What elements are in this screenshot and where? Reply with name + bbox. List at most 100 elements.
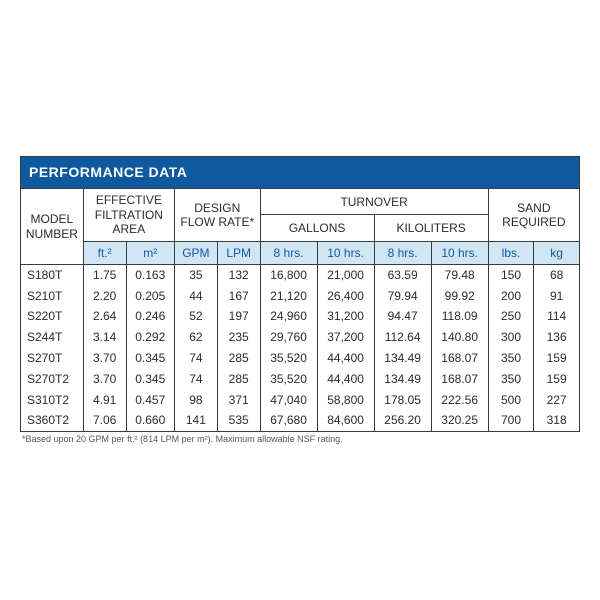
cell-k10: 140.80 — [431, 327, 488, 348]
cell-model: S210T — [21, 286, 84, 307]
cell-lbs: 500 — [488, 390, 534, 411]
cell-kg: 136 — [534, 327, 580, 348]
cell-gpm: 52 — [174, 306, 217, 327]
cell-gpm: 98 — [174, 390, 217, 411]
cell-g8: 24,960 — [260, 306, 317, 327]
unit-m2: m² — [126, 241, 174, 264]
cell-m2: 0.246 — [126, 306, 174, 327]
performance-table-container: PERFORMANCE DATA MODEL NUMBER EFFECTIVE … — [20, 156, 580, 445]
cell-gpm: 62 — [174, 327, 217, 348]
cell-k10: 168.07 — [431, 369, 488, 390]
cell-g10: 31,200 — [317, 306, 374, 327]
cell-kg: 159 — [534, 348, 580, 369]
cell-m2: 0.345 — [126, 348, 174, 369]
cell-k10: 99.92 — [431, 286, 488, 307]
cell-gpm: 74 — [174, 348, 217, 369]
cell-ft2: 2.64 — [83, 306, 126, 327]
cell-g10: 26,400 — [317, 286, 374, 307]
unit-k8: 8 hrs. — [374, 241, 431, 264]
header-turnover: TURNOVER — [260, 189, 488, 215]
cell-ft2: 3.70 — [83, 348, 126, 369]
header-model: MODEL NUMBER — [21, 189, 84, 265]
cell-gpm: 141 — [174, 410, 217, 431]
header-row-1: MODEL NUMBER EFFECTIVE FILTRATION AREA D… — [21, 189, 580, 215]
cell-m2: 0.457 — [126, 390, 174, 411]
cell-g10: 58,800 — [317, 390, 374, 411]
cell-kg: 159 — [534, 369, 580, 390]
table-body: S180T1.750.1633513216,80021,00063.5979.4… — [21, 264, 580, 431]
unit-ft2: ft.² — [83, 241, 126, 264]
cell-lpm: 285 — [217, 369, 260, 390]
table-row: S220T2.640.2465219724,96031,20094.47118.… — [21, 306, 580, 327]
cell-ft2: 3.70 — [83, 369, 126, 390]
cell-k8: 79.94 — [374, 286, 431, 307]
cell-model: S244T — [21, 327, 84, 348]
header-flow: DESIGN FLOW RATE* — [174, 189, 260, 241]
table-row: S270T3.700.3457428535,52044,400134.49168… — [21, 348, 580, 369]
cell-lbs: 150 — [488, 264, 534, 285]
cell-gpm: 35 — [174, 264, 217, 285]
cell-lpm: 235 — [217, 327, 260, 348]
footnote: *Based upon 20 GPM per ft.² (814 LPM per… — [20, 434, 580, 444]
cell-kg: 227 — [534, 390, 580, 411]
cell-g10: 44,400 — [317, 348, 374, 369]
cell-g8: 47,040 — [260, 390, 317, 411]
unit-gpm: GPM — [174, 241, 217, 264]
table-row: S180T1.750.1633513216,80021,00063.5979.4… — [21, 264, 580, 285]
cell-lbs: 700 — [488, 410, 534, 431]
cell-model: S180T — [21, 264, 84, 285]
cell-k8: 63.59 — [374, 264, 431, 285]
table-row: S210T2.200.2054416721,12026,40079.9499.9… — [21, 286, 580, 307]
cell-ft2: 4.91 — [83, 390, 126, 411]
cell-k8: 94.47 — [374, 306, 431, 327]
cell-g8: 21,120 — [260, 286, 317, 307]
cell-m2: 0.660 — [126, 410, 174, 431]
cell-lpm: 197 — [217, 306, 260, 327]
cell-lpm: 132 — [217, 264, 260, 285]
cell-k10: 222.56 — [431, 390, 488, 411]
header-sand: SAND REQUIRED — [488, 189, 579, 241]
cell-m2: 0.345 — [126, 369, 174, 390]
cell-gpm: 74 — [174, 369, 217, 390]
cell-model: S310T2 — [21, 390, 84, 411]
cell-kg: 318 — [534, 410, 580, 431]
title-row: PERFORMANCE DATA — [21, 156, 580, 189]
cell-lpm: 167 — [217, 286, 260, 307]
cell-lpm: 285 — [217, 348, 260, 369]
cell-g10: 44,400 — [317, 369, 374, 390]
cell-lpm: 371 — [217, 390, 260, 411]
unit-k10: 10 hrs. — [431, 241, 488, 264]
cell-g8: 16,800 — [260, 264, 317, 285]
unit-lpm: LPM — [217, 241, 260, 264]
cell-lbs: 200 — [488, 286, 534, 307]
cell-gpm: 44 — [174, 286, 217, 307]
cell-g10: 84,600 — [317, 410, 374, 431]
header-kiloliters: KILOLITERS — [374, 215, 488, 241]
cell-k10: 320.25 — [431, 410, 488, 431]
cell-k8: 178.05 — [374, 390, 431, 411]
table-row: S310T24.910.4579837147,04058,800178.0522… — [21, 390, 580, 411]
unit-lbs: lbs. — [488, 241, 534, 264]
cell-lbs: 300 — [488, 327, 534, 348]
cell-g8: 35,520 — [260, 348, 317, 369]
cell-ft2: 1.75 — [83, 264, 126, 285]
table-row: S360T27.060.66014153567,68084,600256.203… — [21, 410, 580, 431]
unit-kg: kg — [534, 241, 580, 264]
cell-kg: 91 — [534, 286, 580, 307]
cell-kg: 68 — [534, 264, 580, 285]
cell-kg: 114 — [534, 306, 580, 327]
cell-k8: 134.49 — [374, 369, 431, 390]
table-row: S270T23.700.3457428535,52044,400134.4916… — [21, 369, 580, 390]
cell-k10: 79.48 — [431, 264, 488, 285]
unit-g8: 8 hrs. — [260, 241, 317, 264]
cell-m2: 0.292 — [126, 327, 174, 348]
cell-k10: 118.09 — [431, 306, 488, 327]
cell-g8: 67,680 — [260, 410, 317, 431]
unit-g10: 10 hrs. — [317, 241, 374, 264]
cell-lpm: 535 — [217, 410, 260, 431]
table-title: PERFORMANCE DATA — [21, 156, 580, 189]
cell-model: S270T2 — [21, 369, 84, 390]
cell-lbs: 250 — [488, 306, 534, 327]
cell-ft2: 7.06 — [83, 410, 126, 431]
cell-m2: 0.163 — [126, 264, 174, 285]
